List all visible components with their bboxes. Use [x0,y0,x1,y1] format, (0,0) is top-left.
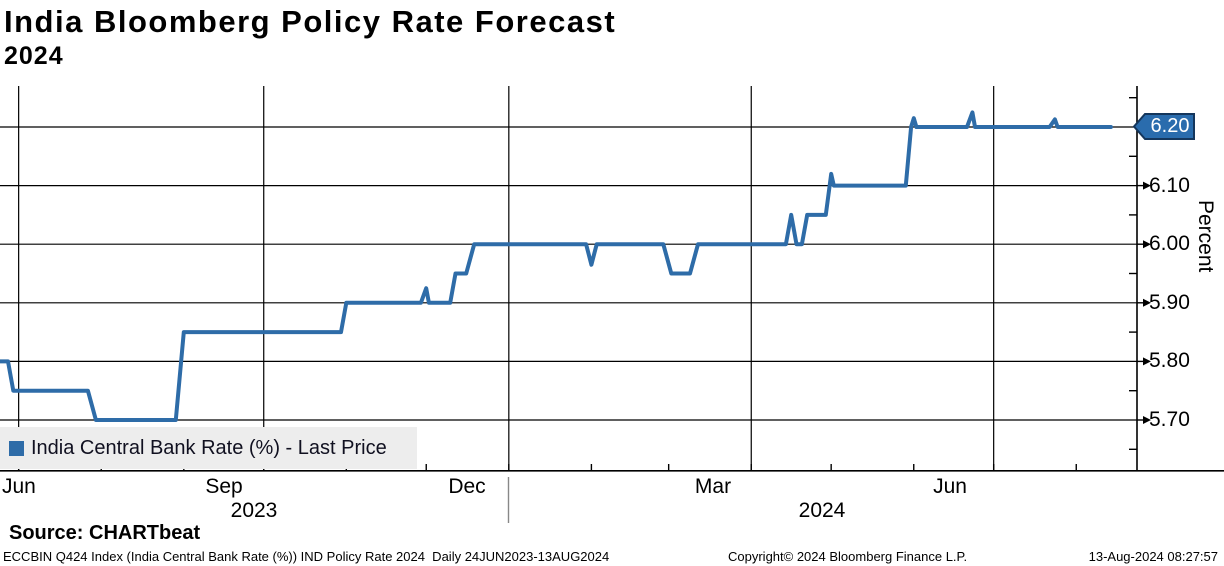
y-tick-arrow-icon [1143,240,1151,249]
x-month-label: Dec [448,475,486,498]
legend-label: India Central Bank Rate (%) - Last Price [31,436,387,459]
x-month-label: Jun [933,475,967,498]
footer-timestamp: 13-Aug-2024 08:27:57 [1088,549,1218,564]
y-tick-arrow-icon [1143,357,1151,366]
y-tick-label: 5.70 [1149,408,1190,431]
last-price-tag-shape [1133,113,1195,140]
x-year-label: 2023 [230,499,278,522]
chart-title: India Bloomberg Policy Rate Forecast [4,4,617,39]
y-tick-arrow-icon [1143,298,1151,307]
y-tick-arrow-icon [1143,181,1151,190]
y-tick-label: 5.90 [1149,290,1190,314]
footer-ticker-description: ECCBIN Q424 Index (India Central Bank Ra… [3,549,610,564]
legend-marker-icon [9,440,24,456]
y-tick-arrow-icon [1143,416,1151,424]
y-tick-label: 5.80 [1149,349,1190,373]
x-year-label: 2024 [798,499,846,522]
x-month-label: Mar [694,475,732,498]
last-price-value: 6.20 [1150,115,1190,137]
series-line[interactable] [0,110,1113,422]
source-label: Source: CHARTbeat [9,522,201,544]
y-axis-label: Percent [1194,200,1217,273]
y-tick-label: 6.00 [1149,232,1190,256]
x-month-label: Sep [205,475,243,498]
y-tick-label: 6.10 [1149,173,1190,197]
legend-item[interactable]: India Central Bank Rate (%) - Last Price [0,427,417,469]
x-month-label: Jun [2,475,36,498]
chart-subtitle: 2024 [4,42,64,70]
footer-copyright: Copyright© 2024 Bloomberg Finance L.P. [728,549,968,564]
last-price-tag: 6.20 [1133,112,1195,141]
